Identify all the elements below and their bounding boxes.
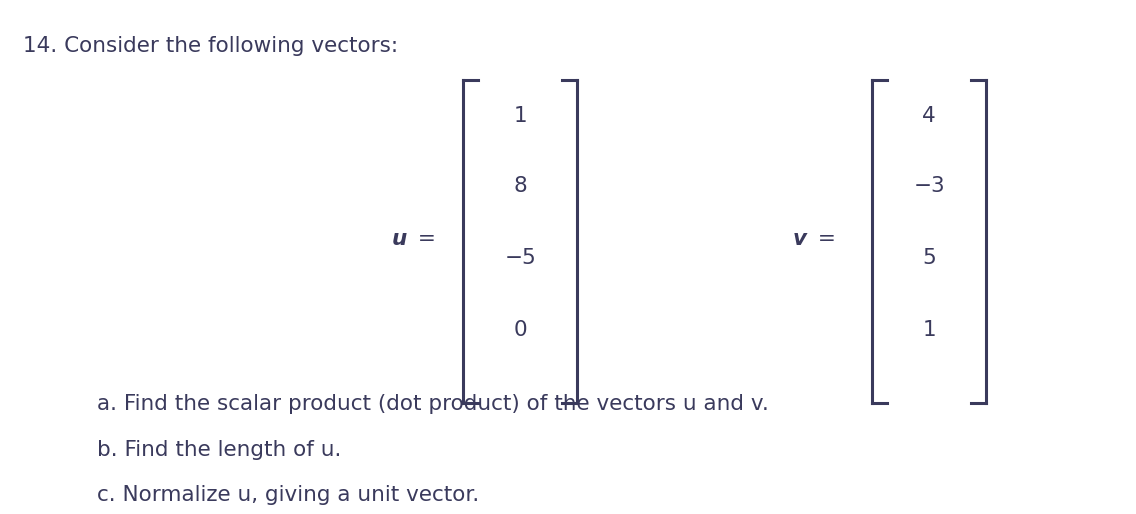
Text: 5: 5 <box>922 248 936 268</box>
Text: 14. Consider the following vectors:: 14. Consider the following vectors: <box>23 36 398 56</box>
Text: 4: 4 <box>922 106 936 125</box>
Text: −3: −3 <box>913 176 945 196</box>
Text: 1: 1 <box>922 320 936 340</box>
Text: c. Normalize u, giving a unit vector.: c. Normalize u, giving a unit vector. <box>97 485 478 505</box>
Text: a. Find the scalar product (dot product) of the vectors u and v.: a. Find the scalar product (dot product)… <box>97 394 768 414</box>
Text: 8: 8 <box>513 176 527 196</box>
Text: 1: 1 <box>513 106 527 125</box>
Text: 0: 0 <box>513 320 527 340</box>
Text: −5: −5 <box>504 248 536 268</box>
Text: v: v <box>793 229 807 249</box>
Text: =: = <box>411 229 436 249</box>
Text: b. Find the length of u.: b. Find the length of u. <box>97 440 341 460</box>
Text: =: = <box>811 229 836 249</box>
Text: u: u <box>392 229 407 249</box>
